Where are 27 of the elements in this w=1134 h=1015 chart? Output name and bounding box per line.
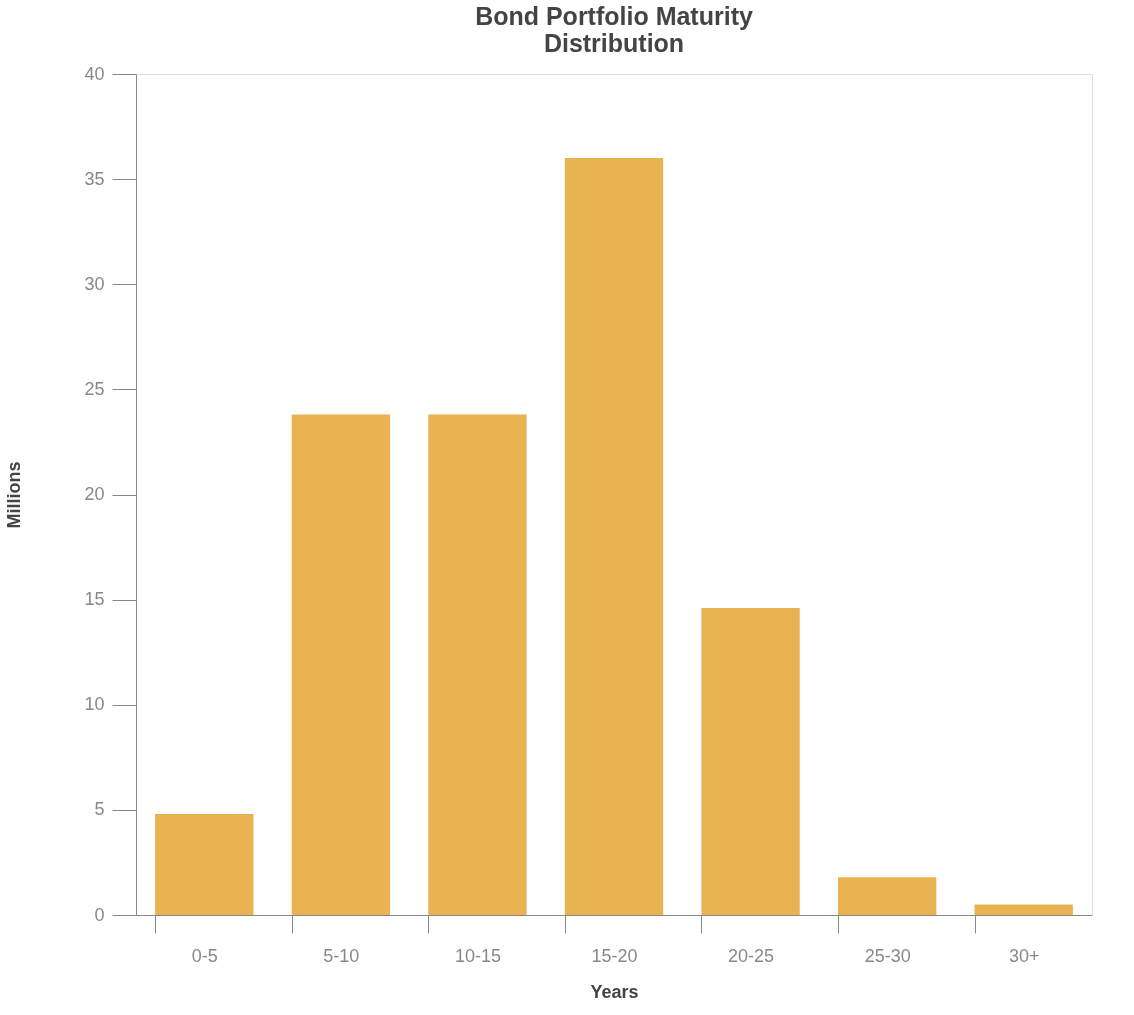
y-tick-label: 25	[84, 378, 105, 399]
text: Distribution	[543, 29, 685, 57]
y-tick-label: 0	[94, 904, 105, 925]
bar	[564, 158, 664, 915]
y-axis-title: Millions	[4, 461, 25, 529]
x-tick-label: 0-5	[191, 945, 218, 966]
y-tick-label: 20	[84, 484, 105, 504]
bar	[155, 814, 254, 915]
y-tick-label: 5	[94, 799, 105, 820]
bar	[428, 414, 527, 915]
y-tick-label: 30	[84, 273, 105, 294]
x-tick-label: 15-20	[591, 945, 638, 966]
y-tick-label: 10	[84, 694, 105, 715]
x-tick-label: 10-15	[454, 945, 501, 966]
bar	[837, 877, 937, 915]
y-tick-label: 40	[84, 63, 105, 84]
y-tick-label: 35	[84, 168, 105, 189]
y-tick-label: 15	[84, 589, 105, 610]
bar	[701, 608, 800, 915]
bar	[291, 414, 391, 915]
x-tick-label: 25-30	[864, 945, 911, 966]
bar	[974, 904, 1073, 915]
x-tick-label: 30+	[1008, 945, 1040, 966]
x-axis-title: Years	[590, 981, 639, 1002]
text: Bond Portfolio Maturity	[475, 2, 753, 30]
x-tick-label: 20-25	[728, 945, 775, 966]
x-tick-label: 5-10	[323, 945, 360, 966]
